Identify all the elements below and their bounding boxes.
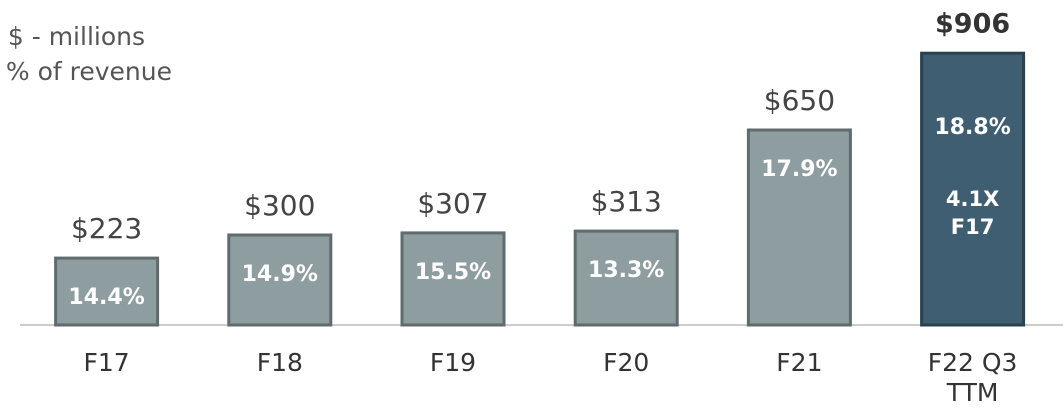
x-tick-label: F19 [429,348,477,377]
x-tick-label: F18 [256,348,303,377]
x-tick-label: F21 [776,348,823,377]
bar [746,128,852,327]
legend-text: % of revenue [6,57,172,86]
x-tick-label: F20 [603,348,650,377]
percent-label: 18.8% [934,115,1010,140]
bar [227,233,333,327]
annotation: 4.1X F17 [945,187,1000,240]
percent-label: 17.9% [761,157,837,182]
bar [54,256,160,327]
value-label: $223 [71,212,142,245]
value-label: $300 [244,189,315,222]
percent-label: 14.4% [68,285,144,310]
bar [920,51,1026,327]
percent-label: 15.5% [415,260,491,285]
legend-text: $ - millions [8,22,145,51]
percent-label: 14.9% [242,262,318,287]
value-label: $313 [591,185,662,218]
value-label: $307 [417,187,488,220]
bar [400,231,506,327]
x-tick-label: F22 Q3 TTM [927,348,1018,407]
x-tick-label: F17 [83,348,130,377]
percent-label: 13.3% [588,258,664,283]
value-label: $906 [935,9,1010,40]
bar [573,229,679,327]
value-label: $650 [764,84,835,117]
